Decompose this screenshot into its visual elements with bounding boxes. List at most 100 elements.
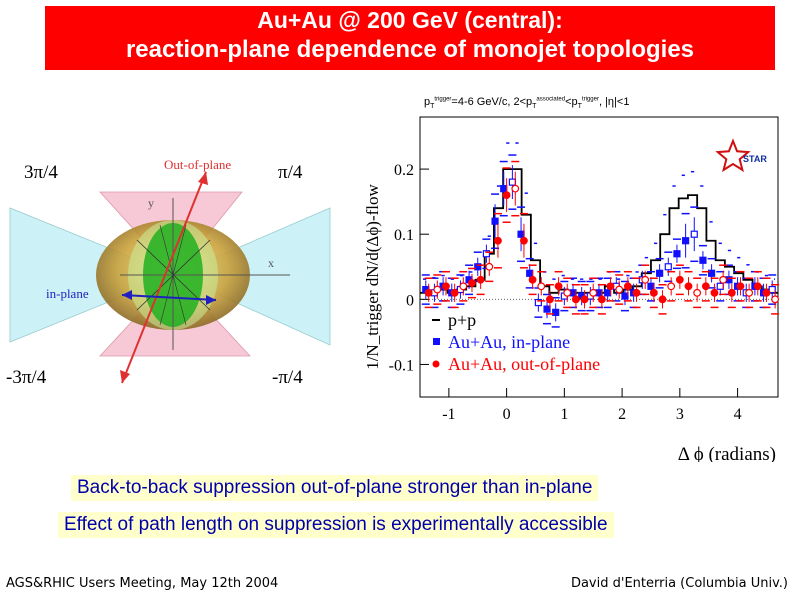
data-point-in-plane [707,269,716,277]
data-point-out-of-plane [476,275,485,284]
data-point-in-plane [664,263,672,271]
data-point-out-of-plane [528,275,537,284]
data-point-out-of-plane [736,282,745,291]
angle-label-pi-4: π/4 [278,162,303,183]
data-point-out-of-plane [719,275,728,284]
x-tick-label: 3 [676,406,684,423]
y-axis-label: 1/N_trigger dN/d(Δϕ)-flow [363,183,382,369]
data-point-out-of-plane [537,282,546,291]
data-point-out-of-plane [597,295,606,304]
data-point-in-plane [690,230,698,238]
x-tick-label: 2 [618,406,626,423]
data-point-in-plane [500,185,508,193]
data-point-in-plane [716,282,724,290]
x-axis-label: Δ ϕ (radians) [678,444,776,462]
y-axis-label: y [148,196,154,210]
data-point-out-of-plane [615,285,624,294]
data-point-out-of-plane [684,282,693,291]
data-point-in-plane [491,217,499,225]
footer-meeting: AGS&RHIC Users Meeting, May 12th 2004 [6,576,279,591]
x-tick-label: 4 [734,406,742,423]
data-point-out-of-plane [745,288,754,297]
data-point-in-plane [656,269,664,277]
data-point-in-plane [682,237,690,245]
data-point-out-of-plane [485,262,494,271]
out-of-plane-label: Out-of-plane [164,157,232,172]
legend-marker-circle [432,360,440,368]
legend-marker-square [433,338,440,345]
y-tick-label: 0 [406,292,414,309]
data-point-in-plane [526,269,534,277]
data-point-out-of-plane [580,295,589,304]
data-point-in-plane [768,285,776,294]
data-point-out-of-plane [641,275,650,284]
data-point-out-of-plane [468,279,476,287]
data-point-out-of-plane [771,295,780,304]
data-point-out-of-plane [589,288,598,297]
angle-label-3pi-4: 3π/4 [24,162,58,183]
x-axis-label: x [268,256,274,270]
title-line-2: reaction-plane dependence of monojet top… [125,36,695,63]
data-point-in-plane [604,289,612,297]
data-point-out-of-plane [710,288,719,297]
data-point-out-of-plane [632,288,641,297]
data-point-in-plane [552,308,560,316]
legend-label: Au+Au, out-of-plane [448,354,600,374]
in-plane-arrow [121,294,217,301]
data-point-out-of-plane [424,288,433,297]
correlation-chart: -1 0 1 2 3 4 -0.1 0 0.1 0.2 Δ ϕ (radians) 1/N_trigg… [363,116,780,462]
data-point-in-plane [673,250,681,258]
y-tick-label: 0.1 [394,227,414,244]
data-point-in-plane [482,250,491,258]
in-plane-label: in-plane [46,286,89,301]
y-tick-label: 0.2 [394,162,414,179]
data-point-out-of-plane [649,288,658,297]
data-point-out-of-plane [675,275,684,284]
y-tick-label: -0.1 [389,357,414,374]
in-plane-cone-left [9,207,177,343]
data-point-out-of-plane [693,288,702,297]
reaction-plane-diagram: 3π/4 π/4 -3π/4 -π/4 [0,150,340,400]
star-logo-icon [715,138,751,173]
data-point-out-of-plane [494,236,502,245]
legend-label: p+p [448,310,476,330]
data-point-in-plane [474,263,482,271]
out-of-plane-arrow [121,171,207,384]
diagram-graphic [9,171,331,384]
data-point-out-of-plane [502,191,511,200]
data-point-in-plane [621,292,629,300]
angle-label-minus-3pi-4: -3π/4 [6,367,47,388]
footer-author: David d'Enterria (Columbia Univ.) [570,576,788,591]
data-point-out-of-plane [572,295,580,304]
data-point-in-plane [647,282,655,290]
data-point-out-of-plane [546,295,554,304]
data-point-out-of-plane [563,288,572,297]
data-point-out-of-plane [554,282,563,291]
angle-label-minus-pi-4: -π/4 [272,367,303,388]
data-point-in-plane [534,298,542,307]
data-point-in-plane [543,305,551,313]
data-point-out-of-plane [623,282,632,291]
title-line-1: Au+Au @ 200 GeV (central): [257,7,563,33]
data-point-out-of-plane [511,184,520,193]
slide-title: Au+Au @ 200 GeV (central): reaction-plan… [45,6,775,70]
plot-frame [419,116,779,398]
data-point-out-of-plane [442,282,450,291]
data-point-in-plane [699,256,707,264]
data-point-out-of-plane [459,282,468,291]
x-tick-label: 1 [560,406,568,423]
data-point-out-of-plane [606,282,615,291]
star-logo-text: STAR [743,154,767,164]
data-point-out-of-plane [727,288,736,297]
data-point-out-of-plane [753,282,762,291]
chart-subtitle: pTtrigger=4-6 GeV/c, 2<pTassociated<pTtr… [424,96,630,111]
data-point-in-plane [508,178,516,186]
data-point-out-of-plane [667,282,676,291]
data-point-out-of-plane [450,288,459,297]
in-plane-cone-right [174,207,331,346]
x-tick-label: 0 [503,406,511,423]
data-point-out-of-plane [701,282,710,291]
conclusion-1: Back-to-back suppression out-of-plane st… [71,475,599,501]
conclusion-2: Effect of path length on suppression is … [58,512,614,538]
legend-label: Au+Au, in-plane [448,332,570,352]
